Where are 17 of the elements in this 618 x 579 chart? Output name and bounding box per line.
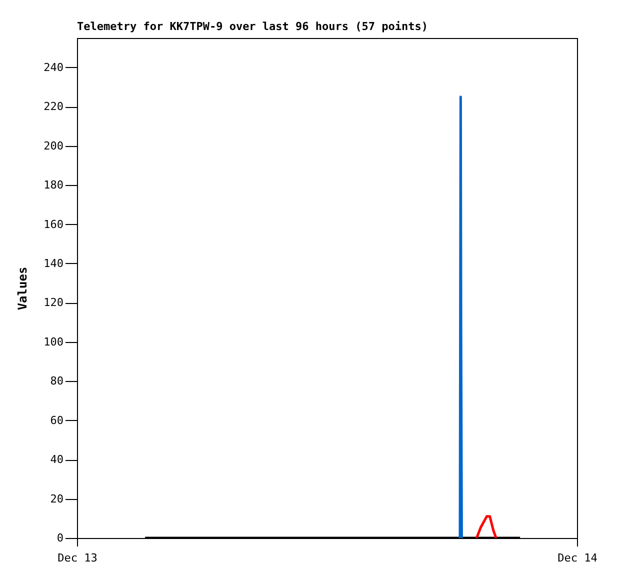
y-tick-label: 100 (44, 335, 64, 348)
y-tick-label: 220 (44, 100, 64, 114)
y-tick-label: 180 (44, 178, 64, 192)
chart-title: Telemetry for KK7TPW-9 over last 96 hours (57 points) (77, 20, 428, 33)
y-tick-label: 60 (50, 414, 64, 427)
y-axis-title: Values (16, 266, 30, 310)
y-tick-label: 40 (50, 453, 64, 466)
y-tick-label: 0 (56, 532, 64, 544)
y-tick-label: 200 (44, 139, 64, 152)
y-tick-label: 20 (50, 492, 64, 506)
y-tick-label: 160 (44, 218, 64, 231)
x-tick-label: Dec 14 (558, 552, 598, 564)
x-tick-label: Dec 13 (58, 552, 98, 564)
y-tick-label: 80 (50, 374, 64, 388)
y-tick-label: 240 (44, 60, 64, 74)
y-tick-label: 120 (44, 296, 64, 310)
y-tick-label: 140 (44, 256, 64, 270)
